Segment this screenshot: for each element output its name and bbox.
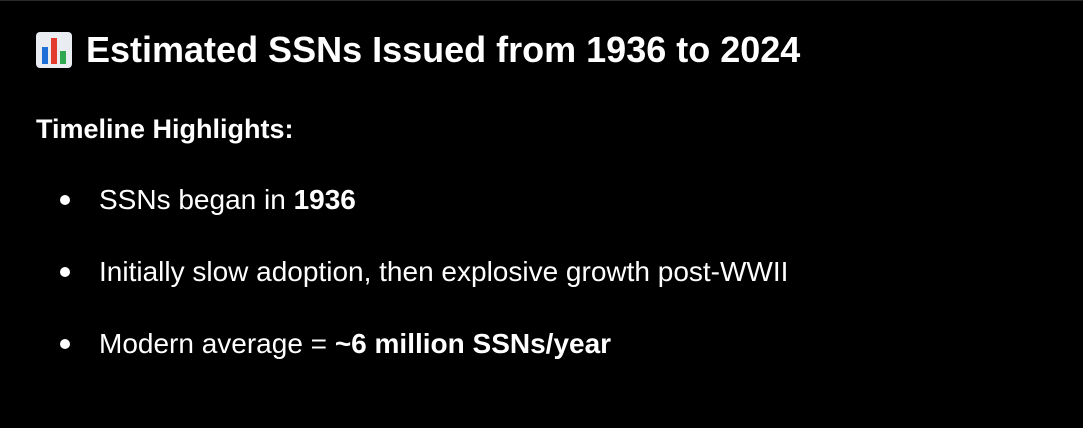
top-divider [0, 0, 1083, 1]
bar-chart-icon [36, 32, 72, 68]
list-item-label: Modern average = [99, 328, 335, 359]
page-title-text: Estimated SSNs Issued from 1936 to 2024 [86, 29, 801, 70]
bullet-dot [60, 267, 70, 277]
bullet-dot [60, 195, 70, 205]
list-item-text: SSNs began in 1936 [99, 180, 356, 220]
list-item-emphasis: 1936 [293, 184, 356, 215]
list-item-text: Modern average = ~6 million SSNs/year [99, 324, 611, 364]
bullet-dot [60, 339, 70, 349]
list-item-label: Initially slow adoption, then explosive … [99, 256, 789, 287]
page-title: Estimated SSNs Issued from 1936 to 2024 [36, 28, 800, 72]
list-item-emphasis: ~6 million SSNs/year [334, 328, 612, 359]
list-item-text: Initially slow adoption, then explosive … [99, 252, 788, 292]
section-heading: Timeline Highlights: [36, 114, 294, 144]
list-item-label: SSNs began in [99, 184, 294, 215]
